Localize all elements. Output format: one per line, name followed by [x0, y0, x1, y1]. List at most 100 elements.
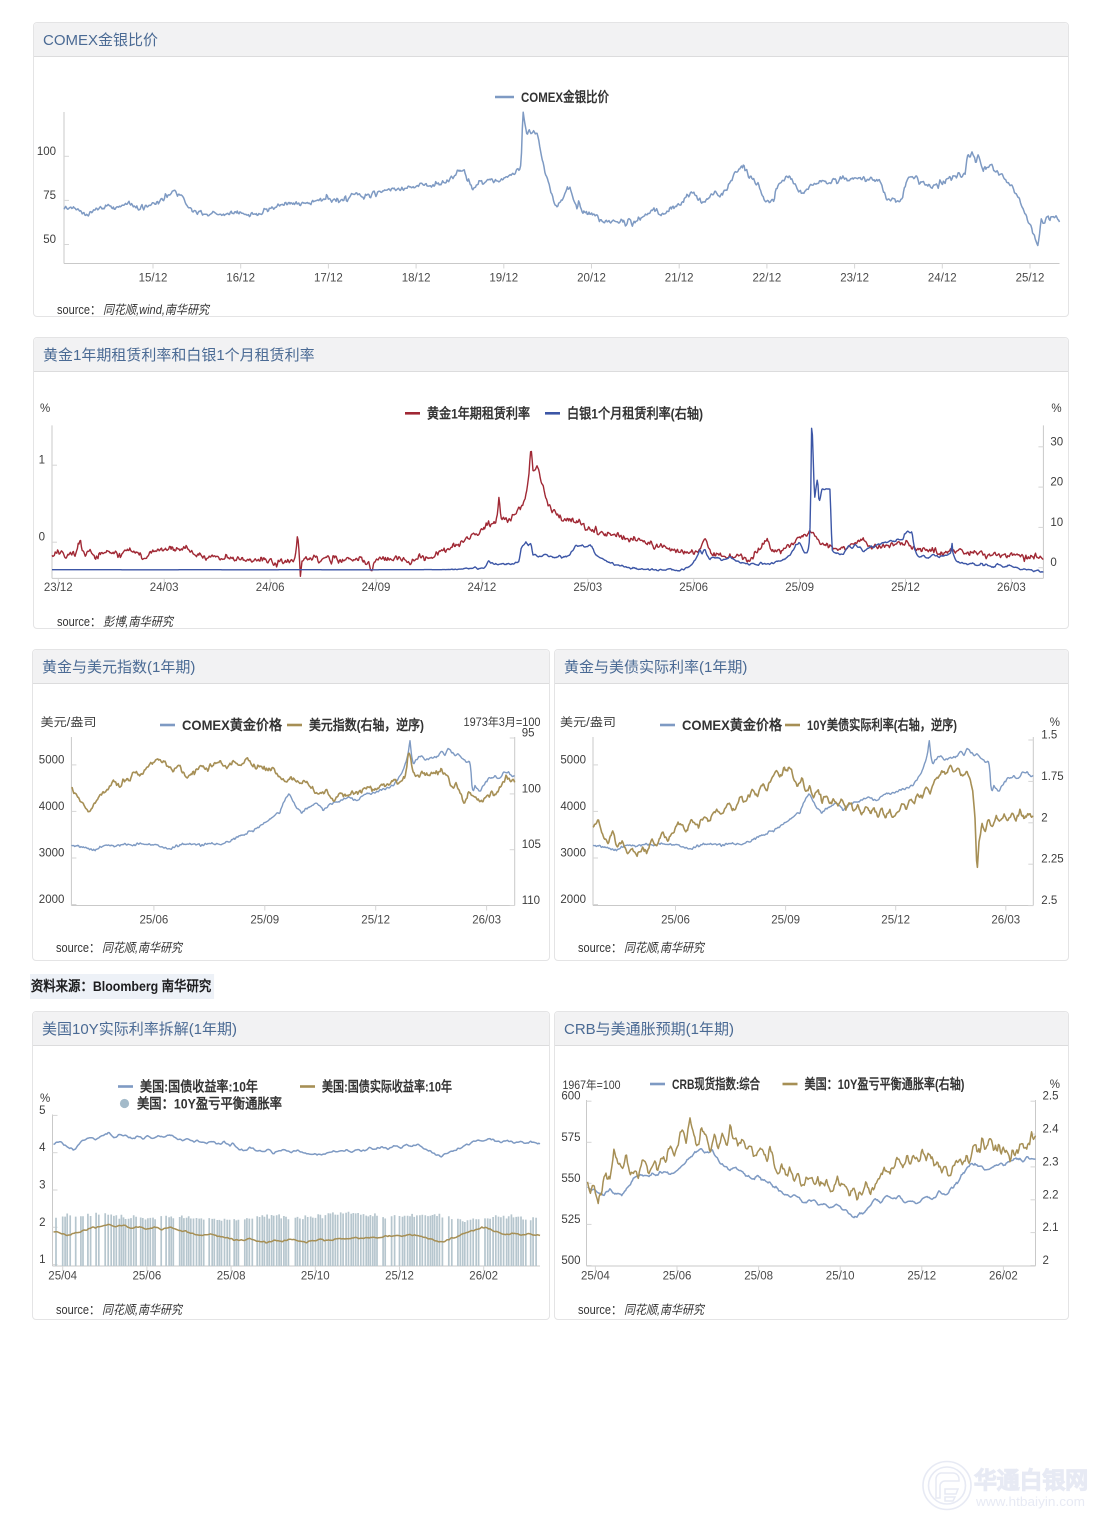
svg-text:CRB现货指数:综合: CRB现货指数:综合: [672, 1076, 761, 1092]
svg-text:26/03: 26/03: [991, 915, 1020, 927]
svg-text:23/12: 23/12: [44, 582, 73, 594]
svg-text:50: 50: [43, 234, 56, 246]
svg-text:19/12: 19/12: [489, 273, 518, 285]
svg-text:source：: source：: [56, 941, 100, 955]
svg-text:2: 2: [39, 1217, 45, 1229]
svg-text:2: 2: [1041, 812, 1047, 824]
svg-text:source：: source：: [57, 615, 101, 628]
svg-text:25/12: 25/12: [891, 582, 920, 594]
svg-text:525: 525: [561, 1214, 580, 1226]
svg-text:110: 110: [522, 895, 540, 907]
svg-text:25/06: 25/06: [663, 1271, 692, 1283]
svg-text:25/08: 25/08: [744, 1271, 773, 1283]
svg-text:25/04: 25/04: [48, 1271, 77, 1283]
svg-text:2000: 2000: [39, 894, 65, 906]
svg-text:2000: 2000: [560, 894, 586, 906]
svg-text:24/06: 24/06: [256, 582, 285, 594]
svg-text:25/12: 25/12: [385, 1271, 414, 1283]
svg-text:100: 100: [522, 783, 541, 795]
svg-text:2.5: 2.5: [1043, 1091, 1059, 1103]
svg-text:25/12: 25/12: [361, 915, 390, 927]
svg-text:1.5: 1.5: [1041, 730, 1057, 742]
svg-text:同花顺,南华研究: 同花顺,南华研究: [102, 941, 183, 955]
svg-text:彭博,南华研究: 彭博,南华研究: [103, 615, 174, 628]
svg-text:同花顺,wind,南华研究: 同花顺,wind,南华研究: [103, 303, 210, 316]
svg-text:华通白银网: 华通白银网: [974, 1467, 1088, 1493]
svg-text:1967年=100: 1967年=100: [563, 1078, 621, 1092]
svg-text:24/09: 24/09: [362, 582, 391, 594]
svg-text:source：: source：: [578, 941, 622, 955]
svg-text:%: %: [1051, 403, 1061, 415]
svg-text:source：: source：: [57, 303, 101, 316]
svg-text:25/09: 25/09: [771, 915, 800, 927]
svg-text:25/10: 25/10: [826, 1271, 855, 1283]
svg-text:26/02: 26/02: [469, 1271, 498, 1283]
svg-text:575: 575: [561, 1132, 580, 1144]
svg-text:21/12: 21/12: [665, 273, 694, 285]
svg-text:5: 5: [39, 1105, 45, 1117]
svg-text:美元/盎司: 美元/盎司: [41, 715, 97, 729]
svg-text:美国:国债收益率:10年: 美国:国债收益率:10年: [140, 1079, 258, 1095]
svg-text:25/06: 25/06: [679, 582, 708, 594]
svg-text:2.4: 2.4: [1043, 1124, 1060, 1136]
svg-text:95: 95: [522, 728, 535, 740]
svg-text:20: 20: [1050, 477, 1063, 489]
svg-text:美元指数(右轴，逆序): 美元指数(右轴，逆序): [309, 717, 424, 733]
svg-text:美国：10Y盈亏平衡通胀率: 美国：10Y盈亏平衡通胀率: [137, 1096, 282, 1112]
svg-text:500: 500: [561, 1255, 580, 1267]
svg-text:1: 1: [39, 455, 45, 467]
svg-text:黄金1年期租赁利率: 黄金1年期租赁利率: [427, 405, 530, 421]
svg-text:25/06: 25/06: [140, 915, 169, 927]
svg-text:10Y美债实际利率(右轴，逆序): 10Y美债实际利率(右轴，逆序): [807, 717, 957, 733]
svg-text:25/06: 25/06: [133, 1271, 162, 1283]
svg-text:白银1个月租赁利率(右轴): 白银1个月租赁利率(右轴): [567, 405, 703, 421]
svg-text:美国：10Y盈亏平衡通胀率(右轴): 美国：10Y盈亏平衡通胀率(右轴): [805, 1076, 965, 1092]
svg-text:24/03: 24/03: [150, 582, 179, 594]
svg-text:美国:国债实际收益率:10年: 美国:国债实际收益率:10年: [322, 1079, 452, 1095]
svg-text:25/12: 25/12: [907, 1271, 936, 1283]
svg-text:1: 1: [39, 1254, 45, 1266]
svg-text:23/12: 23/12: [840, 273, 869, 285]
svg-text:0: 0: [1050, 557, 1056, 569]
svg-text:COMEX黄金价格: COMEX黄金价格: [682, 717, 783, 733]
svg-text:source：: source：: [578, 1303, 622, 1317]
svg-text:25/03: 25/03: [573, 582, 602, 594]
svg-text:2.3: 2.3: [1043, 1156, 1059, 1168]
svg-text:4: 4: [39, 1142, 46, 1154]
svg-text:同花顺,南华研究: 同花顺,南华研究: [624, 941, 705, 955]
svg-text:24/12: 24/12: [928, 273, 957, 285]
svg-text:3: 3: [39, 1180, 45, 1192]
svg-text:25/10: 25/10: [301, 1271, 330, 1283]
svg-text:3000: 3000: [560, 848, 586, 860]
svg-text:3000: 3000: [39, 848, 65, 860]
svg-text:同花顺,南华研究: 同花顺,南华研究: [102, 1303, 183, 1317]
svg-text:105: 105: [522, 839, 541, 851]
svg-text:15/12: 15/12: [139, 273, 168, 285]
svg-text:25/06: 25/06: [661, 915, 690, 927]
svg-text:24/12: 24/12: [468, 582, 497, 594]
svg-text:%: %: [40, 1093, 50, 1105]
svg-text:www.htbaiyin.com: www.htbaiyin.com: [975, 1495, 1085, 1509]
svg-text:1.75: 1.75: [1041, 771, 1063, 783]
svg-text:2.1: 2.1: [1043, 1222, 1059, 1234]
svg-text:美元/盎司: 美元/盎司: [560, 715, 616, 729]
svg-text:20/12: 20/12: [577, 273, 606, 285]
svg-text:5000: 5000: [39, 754, 65, 766]
svg-text:17/12: 17/12: [314, 273, 343, 285]
svg-text:COMEX金银比价: COMEX金银比价: [521, 89, 610, 105]
svg-text:600: 600: [561, 1091, 580, 1103]
svg-text:100: 100: [37, 146, 56, 158]
svg-text:26/03: 26/03: [997, 582, 1026, 594]
svg-text:30: 30: [1050, 436, 1063, 448]
svg-text:22/12: 22/12: [753, 273, 782, 285]
svg-text:%: %: [1050, 717, 1060, 729]
svg-text:0: 0: [39, 532, 45, 544]
svg-text:26/03: 26/03: [472, 915, 501, 927]
svg-text:4000: 4000: [560, 801, 586, 813]
svg-text:2.2: 2.2: [1043, 1189, 1059, 1201]
svg-text:550: 550: [561, 1173, 580, 1185]
svg-text:2.5: 2.5: [1041, 895, 1057, 907]
svg-text:25/08: 25/08: [217, 1271, 246, 1283]
svg-text:10: 10: [1050, 517, 1063, 529]
svg-text:4000: 4000: [39, 801, 65, 813]
